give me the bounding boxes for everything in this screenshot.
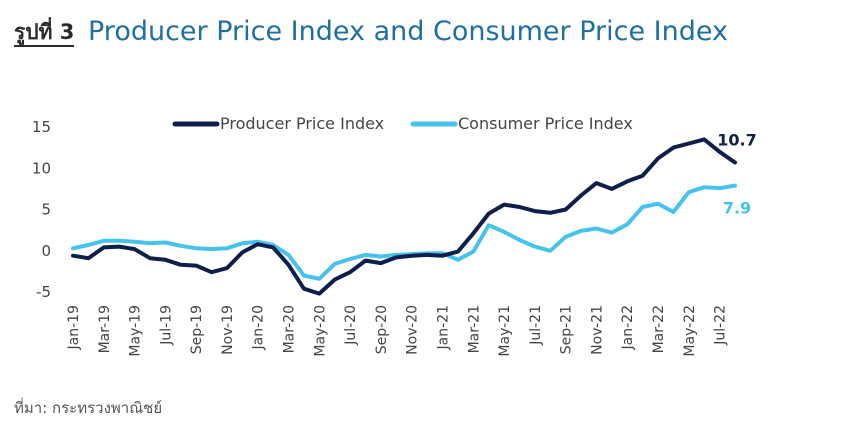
- x-tick-label: Jul-21: [528, 305, 544, 346]
- end-value-label: 10.7: [717, 130, 756, 149]
- series-line-consumer-price-index: [71, 183, 737, 281]
- x-tick-label: May-21: [497, 305, 513, 357]
- x-tick-label: May-19: [128, 305, 144, 357]
- end-value-label: 7.9: [723, 199, 751, 218]
- chart-title: Producer Price Index and Consumer Price …: [88, 16, 728, 47]
- x-tick-label: Jan-20: [251, 305, 267, 350]
- x-tick-label: Jul-19: [158, 305, 174, 346]
- y-tick-label: 10: [32, 159, 51, 177]
- x-tick-label: Nov-20: [405, 305, 421, 355]
- x-tick-label: Jul-20: [343, 305, 359, 346]
- x-tick-label: Jan-21: [435, 305, 451, 350]
- x-tick-label: Mar-19: [97, 305, 113, 353]
- y-tick-label: 15: [32, 118, 51, 136]
- x-tick-label: Sep-19: [189, 305, 205, 354]
- y-tick-label: 0: [41, 242, 51, 260]
- source-note: ที่มา: กระทรวงพาณิชย์: [14, 399, 163, 417]
- x-tick-label: Sep-21: [559, 305, 575, 354]
- x-tick-label: Sep-20: [374, 305, 390, 354]
- x-tick-label: Nov-21: [589, 305, 605, 355]
- y-tick-label: 5: [41, 201, 51, 219]
- x-tick-label: May-22: [682, 305, 698, 357]
- x-tick-label: Jul-22: [713, 305, 729, 346]
- series-lines: [71, 137, 737, 296]
- x-tick-label: Mar-22: [651, 305, 667, 353]
- x-tick-label: Nov-19: [220, 305, 236, 355]
- x-tick-label: Mar-20: [282, 305, 298, 353]
- legend: Producer Price Index Consumer Price Index: [172, 114, 633, 133]
- legend-label: Producer Price Index: [220, 114, 384, 133]
- end-labels: 10.7 7.9: [717, 130, 756, 217]
- x-tick-label: May-20: [312, 305, 328, 357]
- y-tick-label: -5: [36, 283, 51, 301]
- line-chart: 15 10 5 0 -5 Jan-19 Mar-19 May-19 Jul-19 Sep-19 N…: [32, 114, 757, 357]
- series-line-producer-price-index: [71, 137, 737, 296]
- y-axis-ticks: 15 10 5 0 -5: [32, 118, 51, 301]
- x-axis-ticks: Jan-19 Mar-19 May-19 Jul-19 Sep-19 Nov-19 Jan-…: [66, 305, 729, 357]
- x-tick-label: Mar-21: [466, 305, 482, 353]
- figure-label: รูปที่ 3: [14, 20, 75, 47]
- x-tick-label: Jan-19: [66, 305, 82, 350]
- legend-label: Consumer Price Index: [458, 114, 633, 133]
- x-tick-label: Jan-22: [620, 305, 636, 350]
